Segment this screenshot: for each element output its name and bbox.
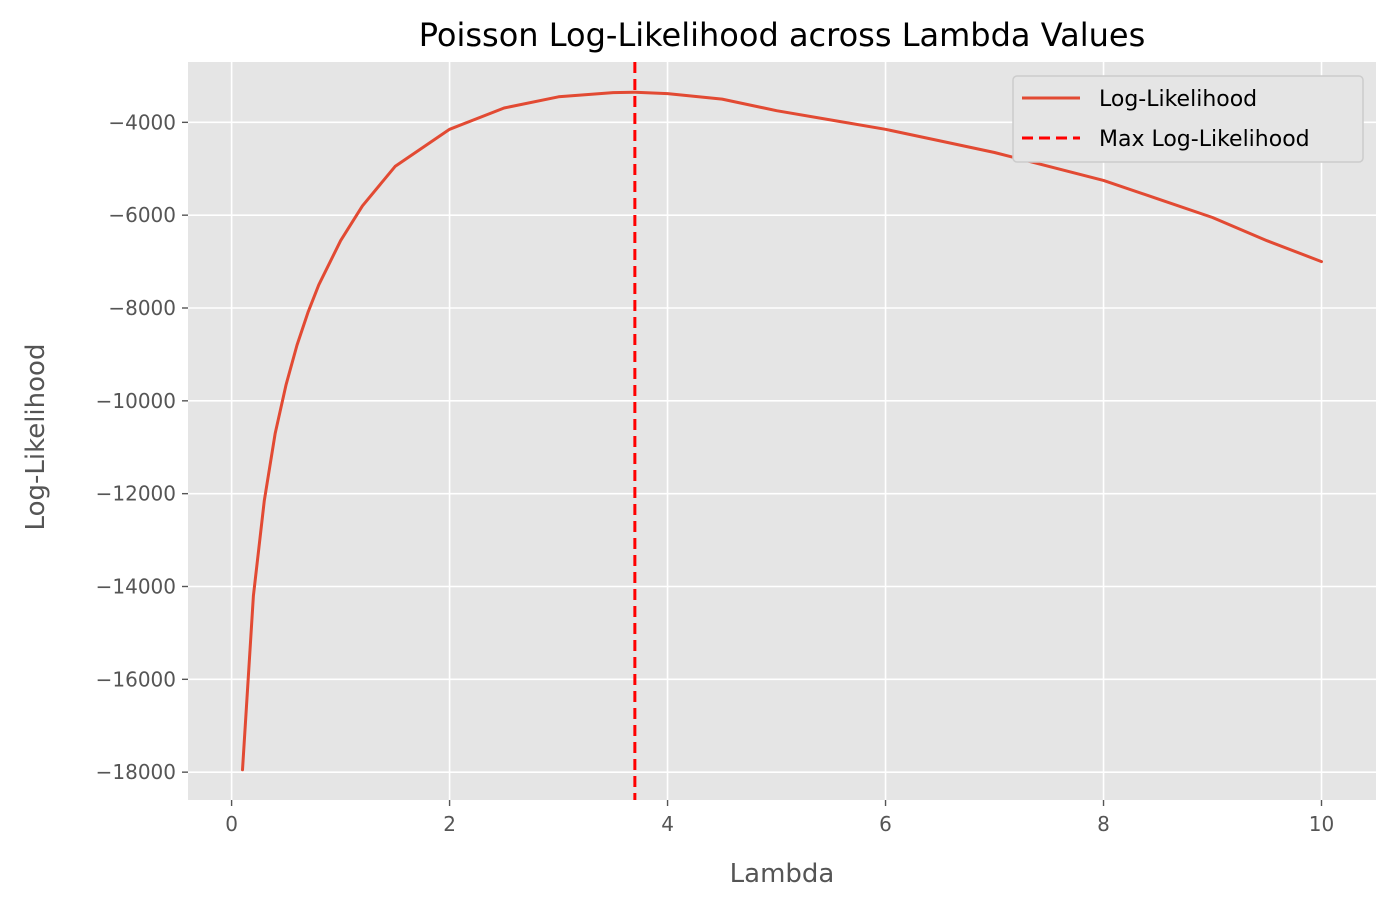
x-tick-label: 0 — [225, 812, 238, 836]
y-tick-label: −8000 — [108, 296, 176, 320]
plot-background — [188, 62, 1376, 800]
x-axis-label: Lambda — [730, 859, 835, 889]
y-tick-label: −12000 — [96, 482, 176, 506]
x-tick-labels: 0 2 4 6 8 10 — [225, 800, 1334, 836]
legend-label-max-log-likelihood: Max Log-Likelihood — [1099, 127, 1310, 152]
y-tick-label: −16000 — [96, 667, 176, 691]
legend: Log-Likelihood Max Log-Likelihood — [1012, 75, 1364, 163]
legend-label-log-likelihood: Log-Likelihood — [1099, 87, 1257, 112]
y-tick-labels: −18000 −16000 −14000 −12000 −10000 −8000 −6000… — [96, 110, 188, 784]
y-tick-label: −14000 — [96, 574, 176, 598]
y-tick-label: −6000 — [108, 203, 176, 227]
x-tick-label: 6 — [879, 812, 892, 836]
y-tick-label: −10000 — [96, 389, 176, 413]
chart-title: Poisson Log-Likelihood across Lambda Val… — [419, 16, 1146, 54]
y-tick-label: −4000 — [108, 110, 176, 134]
x-tick-label: 2 — [443, 812, 456, 836]
y-tick-label: −18000 — [96, 760, 176, 784]
series-line-log-likelihood — [241, 90, 1323, 772]
x-tick-label: 4 — [661, 812, 674, 836]
x-tick-label: 10 — [1309, 812, 1334, 836]
y-axis-label: Log-Likelihood — [21, 344, 51, 531]
series-group — [241, 62, 1323, 800]
legend-box — [1012, 75, 1364, 163]
x-tick-label: 8 — [1097, 812, 1110, 836]
